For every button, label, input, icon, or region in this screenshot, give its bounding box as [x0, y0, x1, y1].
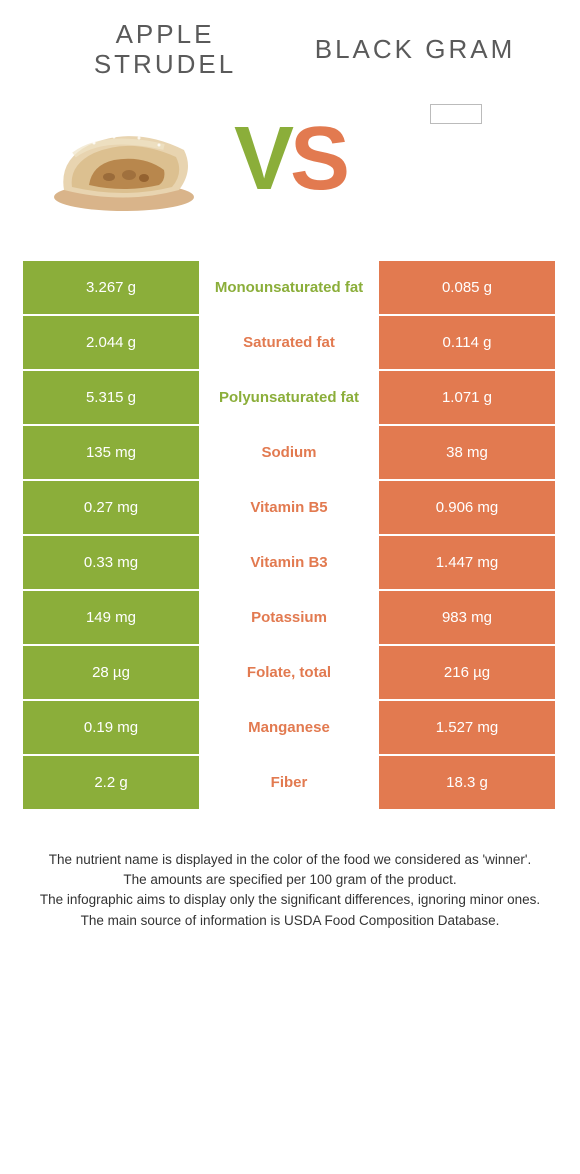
- nutrient-label: Vitamin B3: [200, 535, 378, 590]
- vs-row: VS: [0, 90, 580, 260]
- nutrient-label: Folate, total: [200, 645, 378, 700]
- nutrient-label: Potassium: [200, 590, 378, 645]
- table-row: 2.2 gFiber18.3 g: [22, 755, 558, 810]
- nutrient-label: Fiber: [200, 755, 378, 810]
- left-value: 2.2 g: [22, 755, 200, 810]
- left-value: 3.267 g: [22, 260, 200, 315]
- table-row: 0.27 mgVitamin B50.906 mg: [22, 480, 558, 535]
- right-value: 38 mg: [378, 425, 556, 480]
- right-title: BLACK GRAM: [290, 35, 540, 65]
- left-value: 2.044 g: [22, 315, 200, 370]
- right-value: 1.527 mg: [378, 700, 556, 755]
- nutrient-label: Vitamin B5: [200, 480, 378, 535]
- right-image-placeholder: [430, 104, 482, 124]
- right-value: 0.114 g: [378, 315, 556, 370]
- right-value: 18.3 g: [378, 755, 556, 810]
- right-value: 216 µg: [378, 645, 556, 700]
- left-value: 0.19 mg: [22, 700, 200, 755]
- table-row: 2.044 gSaturated fat0.114 g: [22, 315, 558, 370]
- left-title-line1: APPLE: [116, 19, 215, 49]
- left-value: 0.33 mg: [22, 535, 200, 590]
- footer-line3: The infographic aims to display only the…: [22, 890, 558, 910]
- left-food-title: APPLESTRUDEL: [40, 20, 290, 80]
- left-value: 149 mg: [22, 590, 200, 645]
- footer-line1: The nutrient name is displayed in the co…: [22, 850, 558, 870]
- table-row: 28 µgFolate, total216 µg: [22, 645, 558, 700]
- right-value: 0.085 g: [378, 260, 556, 315]
- comparison-table: 3.267 gMonounsaturated fat0.085 g2.044 g…: [22, 260, 558, 810]
- table-row: 135 mgSodium38 mg: [22, 425, 558, 480]
- right-value: 983 mg: [378, 590, 556, 645]
- right-value: 1.447 mg: [378, 535, 556, 590]
- nutrient-label: Manganese: [200, 700, 378, 755]
- table-row: 0.33 mgVitamin B31.447 mg: [22, 535, 558, 590]
- right-value: 0.906 mg: [378, 480, 556, 535]
- header: APPLESTRUDEL BLACK GRAM: [0, 0, 580, 90]
- left-value: 28 µg: [22, 645, 200, 700]
- vs-v: V: [234, 109, 290, 209]
- table-row: 149 mgPotassium983 mg: [22, 590, 558, 645]
- left-value: 5.315 g: [22, 370, 200, 425]
- right-value: 1.071 g: [378, 370, 556, 425]
- left-value: 135 mg: [22, 425, 200, 480]
- left-food-image: [44, 100, 204, 220]
- footer-line4: The main source of information is USDA F…: [22, 911, 558, 931]
- table-row: 3.267 gMonounsaturated fat0.085 g: [22, 260, 558, 315]
- vs-label: VS: [234, 108, 346, 211]
- left-value: 0.27 mg: [22, 480, 200, 535]
- vs-s: S: [290, 109, 346, 209]
- table-row: 0.19 mgManganese1.527 mg: [22, 700, 558, 755]
- left-title-line2: STRUDEL: [94, 49, 236, 79]
- footer-line2: The amounts are specified per 100 gram o…: [22, 870, 558, 890]
- nutrient-label: Monounsaturated fat: [200, 260, 378, 315]
- apple-strudel-icon: [44, 105, 204, 215]
- nutrient-label: Saturated fat: [200, 315, 378, 370]
- footer-notes: The nutrient name is displayed in the co…: [0, 810, 580, 931]
- right-food-title: BLACK GRAM: [290, 35, 540, 65]
- right-food-image: [376, 100, 536, 220]
- nutrient-label: Polyunsaturated fat: [200, 370, 378, 425]
- table-row: 5.315 gPolyunsaturated fat1.071 g: [22, 370, 558, 425]
- nutrient-label: Sodium: [200, 425, 378, 480]
